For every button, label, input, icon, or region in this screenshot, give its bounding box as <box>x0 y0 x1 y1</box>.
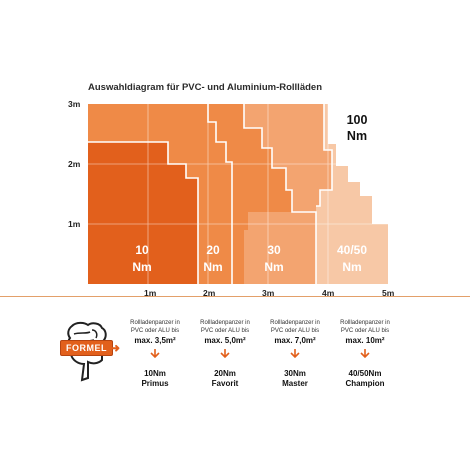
x-tick-2m: 2m <box>203 288 216 298</box>
x-tick-3m: 3m <box>262 288 275 298</box>
product-desc-line2: PVC oder ALU bis <box>130 327 180 334</box>
arrow-down-icon <box>290 349 300 359</box>
selection-diagram: 3m 2m 1m 1m 2m 3m 4m 5m 10 Nm 20 Nm 30 N… <box>68 99 395 298</box>
zone-label-30-unit: Nm <box>264 260 283 274</box>
product-torque: 20Nm <box>214 369 236 378</box>
product-champion: Rollladenpanzer in PVC oder ALU bis max.… <box>326 320 404 388</box>
product-name: Favorit <box>211 378 239 388</box>
product-max-area: max. 10m² <box>345 336 385 345</box>
product-name: Primus <box>141 378 169 388</box>
zone-10-area <box>88 142 198 284</box>
formel-badge: FORMEL <box>60 340 113 356</box>
product-favorit: Rollladenpanzer in PVC oder ALU bis max.… <box>186 320 264 388</box>
zone-label-20-value: 20 <box>206 243 220 257</box>
arrow-right-icon: ➜ <box>110 341 121 355</box>
product-desc-line2: PVC oder ALU bis <box>270 327 320 334</box>
zone-label-40-50-unit: Nm <box>342 260 361 274</box>
grid <box>88 104 388 284</box>
zone-label-30-value: 30 <box>267 243 281 257</box>
boundary-30 <box>243 104 317 284</box>
product-desc-line2: PVC oder ALU bis <box>340 327 390 334</box>
chart-title: Auswahldiagram für PVC- und Aluminium-Ro… <box>88 82 322 93</box>
section-divider <box>0 296 470 297</box>
y-tick-3m: 3m <box>68 99 81 109</box>
product-name: Master <box>282 378 308 388</box>
product-desc-line1: Rollladenpanzer in <box>200 320 250 326</box>
y-tick-2m: 2m <box>68 159 81 169</box>
zone-label-10-unit: Nm <box>132 260 151 274</box>
product-desc-line1: Rollladenpanzer in <box>340 320 390 326</box>
product-desc-line1: Rollladenpanzer in <box>130 320 180 326</box>
product-desc-line2: PVC oder ALU bis <box>200 327 250 334</box>
product-max-area: max. 7,0m² <box>274 336 316 345</box>
x-tick-5m: 5m <box>382 288 395 298</box>
boundary-40 <box>316 104 333 207</box>
zone-label-10-value: 10 <box>135 243 149 257</box>
x-tick-4m: 4m <box>322 288 335 298</box>
zone-label-40-50-value: 40/50 <box>337 243 367 257</box>
y-tick-1m: 1m <box>68 219 81 229</box>
product-torque: 30Nm <box>284 369 306 378</box>
zone-label-100-unit: Nm <box>347 129 367 143</box>
product-torque: 10Nm <box>144 369 166 378</box>
zone-label-20-unit: Nm <box>203 260 222 274</box>
product-primus: Rollladenpanzer in PVC oder ALU bis max.… <box>116 320 194 388</box>
product-max-area: max. 3,5m² <box>134 336 176 345</box>
product-max-area: max. 5,0m² <box>204 336 246 345</box>
zone-label-100-value: 100 <box>347 113 368 127</box>
arrow-down-icon <box>220 349 230 359</box>
product-torque: 40/50Nm <box>348 369 382 378</box>
arrow-down-icon <box>150 349 160 359</box>
x-tick-1m: 1m <box>144 288 157 298</box>
arrow-down-icon <box>360 349 370 359</box>
product-name: Champion <box>345 378 385 388</box>
boundary-20 <box>207 104 233 284</box>
product-desc-line1: Rollladenpanzer in <box>270 320 320 326</box>
product-master: Rollladenpanzer in PVC oder ALU bis max.… <box>256 320 334 388</box>
